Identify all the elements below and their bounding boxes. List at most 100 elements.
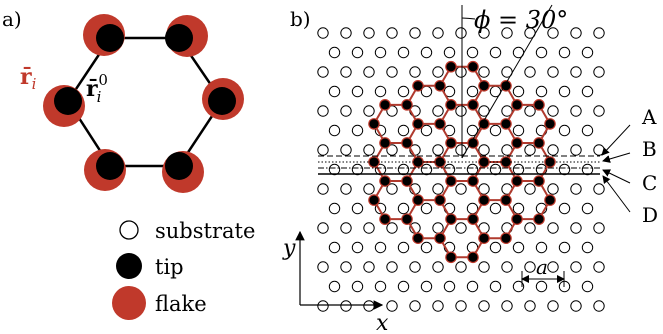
substrate-atom — [501, 105, 513, 117]
substrate-atom — [535, 46, 548, 59]
tip-atom — [545, 195, 555, 205]
substrate-atom — [328, 163, 341, 176]
angle-annotation: ϕ = 30° — [461, 4, 568, 159]
substrate-atom — [397, 124, 410, 137]
substrate-atom — [512, 163, 525, 176]
substrate-atom — [547, 222, 559, 234]
tip-atom — [435, 157, 445, 167]
tip-atom — [468, 100, 478, 110]
tip-atom — [479, 233, 489, 243]
substrate-atom — [547, 300, 559, 312]
flake-legend-marker — [112, 286, 146, 320]
substrate-atom — [581, 202, 594, 215]
substrate-atom — [340, 300, 352, 312]
substrate-atom — [340, 27, 352, 39]
substrate-atom — [466, 163, 479, 176]
tip-atom — [446, 252, 456, 262]
substrate-atom — [535, 280, 548, 293]
tip-atom — [479, 81, 489, 91]
substrate-atom — [340, 66, 352, 78]
tip-atom — [446, 100, 456, 110]
substrate-atom — [363, 261, 375, 273]
tip-atom — [468, 176, 478, 186]
substrate-atom — [432, 144, 444, 156]
substrate-atom — [397, 241, 410, 254]
substrate-atom — [420, 202, 433, 215]
substrate-atom — [547, 183, 559, 195]
substrate-atom — [328, 280, 341, 293]
substrate-atom — [351, 280, 364, 293]
substrate-atom — [397, 163, 410, 176]
substrate-atom — [455, 183, 467, 195]
substrate-atom — [363, 27, 375, 39]
substrate-atom — [570, 300, 582, 312]
tip-atom — [446, 62, 456, 72]
tip-atom — [512, 214, 522, 224]
substrate-atom — [328, 46, 341, 59]
substrate-atom — [420, 241, 433, 254]
substrate-atom — [340, 222, 352, 234]
tip-atom — [402, 176, 412, 186]
substrate-atom — [547, 27, 559, 39]
substrate-atom — [432, 222, 444, 234]
substrate-atom — [432, 261, 444, 273]
tip-atom — [369, 195, 379, 205]
tip-atom — [54, 87, 82, 115]
tip-atom — [380, 176, 390, 186]
substrate-atom — [501, 27, 513, 39]
substrate-atom — [386, 144, 398, 156]
substrate-atom — [466, 85, 479, 98]
substrate-atom — [547, 105, 559, 117]
substrate-atom — [340, 261, 352, 273]
x-axis-label: x — [376, 311, 389, 334]
substrate-atom — [581, 46, 594, 59]
substrate-atom — [432, 300, 444, 312]
substrate-atom — [420, 124, 433, 137]
substrate-atom — [420, 280, 433, 293]
substrate-atom — [455, 222, 467, 234]
tip-atom — [534, 214, 544, 224]
legend: substrate tip flake — [112, 219, 255, 320]
legend-label-flake: flake — [155, 292, 207, 316]
legend-label-tip: tip — [155, 255, 184, 279]
tip-atom — [501, 119, 511, 129]
substrate-atom — [420, 163, 433, 176]
substrate-atom — [432, 183, 444, 195]
substrate-atom — [558, 202, 571, 215]
substrate-atom — [512, 202, 525, 215]
substrate-atom — [581, 85, 594, 98]
substrate-atom — [501, 300, 513, 312]
tip-atom — [380, 214, 390, 224]
tip-atom — [413, 233, 423, 243]
tip-atom — [402, 138, 412, 148]
substrate-atom — [409, 66, 421, 78]
substrate-atom — [593, 261, 605, 273]
substrate-atom — [317, 183, 329, 195]
substrate-atom — [558, 124, 571, 137]
substrate-atom — [374, 280, 387, 293]
substrate-atom — [397, 85, 410, 98]
substrate-atom — [340, 144, 352, 156]
substrate-atom — [317, 66, 329, 78]
substrate-atom — [374, 46, 387, 59]
substrate-atom — [317, 300, 329, 312]
substrate-atom — [478, 144, 490, 156]
tip-atom — [501, 157, 511, 167]
tip-atom — [512, 138, 522, 148]
substrate-atom — [340, 105, 352, 117]
substrate-atom — [558, 163, 571, 176]
tip-legend-marker — [116, 253, 142, 279]
substrate-atom — [317, 144, 329, 156]
substrate-atom — [524, 261, 536, 273]
tip-atom — [534, 100, 544, 110]
substrate-atom — [489, 241, 502, 254]
substrate-atom — [386, 300, 398, 312]
substrate-atom — [581, 163, 594, 176]
tip-atom — [96, 152, 124, 180]
scan-line-label-c: C — [642, 171, 657, 195]
substrate-atom — [478, 261, 490, 273]
substrate-atom — [351, 46, 364, 59]
substrate-atom — [512, 124, 525, 137]
substrate-atom — [558, 241, 571, 254]
tip-atom — [96, 24, 124, 52]
